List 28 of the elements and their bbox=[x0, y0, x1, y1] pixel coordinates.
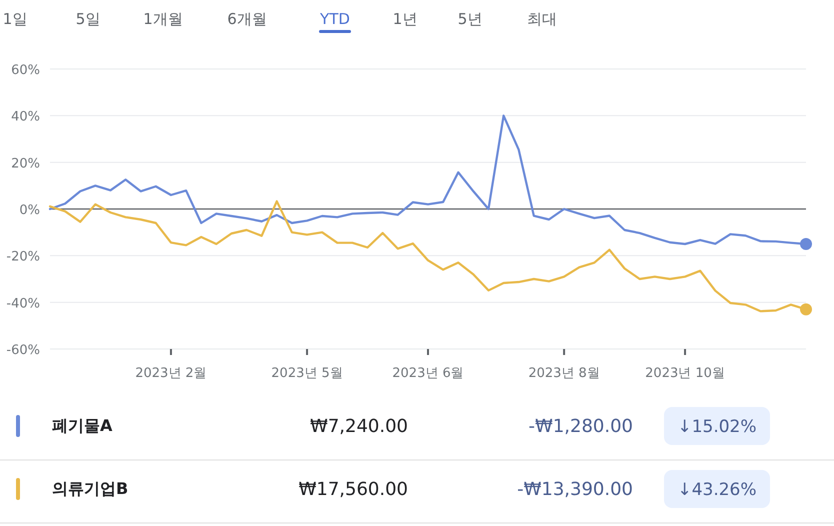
y-tick-label: -60% bbox=[6, 343, 40, 358]
x-tick-label: 2023년 6월 bbox=[392, 366, 464, 381]
text: ₩7,240.00 bbox=[310, 416, 408, 437]
y-tick-label: 20% bbox=[11, 156, 40, 172]
x-tick-label: 2023년 5월 bbox=[271, 366, 343, 381]
text: ₩17,560.00 bbox=[298, 479, 408, 500]
text: YTD bbox=[319, 10, 350, 28]
text: 5년 bbox=[458, 10, 482, 28]
x-tick-label: 2023년 2월 bbox=[135, 366, 207, 381]
text: 5일 bbox=[76, 10, 100, 28]
y-tick-label: -20% bbox=[6, 250, 40, 265]
y-tick-label: 0% bbox=[19, 203, 40, 218]
text: 1개월 bbox=[143, 10, 183, 28]
x-tick-label: 2023년 8월 bbox=[528, 366, 600, 381]
text: 1일 bbox=[2, 10, 28, 28]
legend-label: 폐기물A bbox=[52, 416, 113, 435]
x-tick-label: 2023년 10월 bbox=[645, 366, 725, 381]
text: ↓15.02% bbox=[677, 417, 757, 437]
text: 1년 bbox=[392, 10, 418, 28]
legend-label: 의류기업B bbox=[52, 479, 128, 498]
y-tick-label: -40% bbox=[6, 296, 40, 312]
y-tick-label: 60% bbox=[11, 63, 40, 78]
y-tick-label: 40% bbox=[11, 110, 40, 125]
text: 6개월 bbox=[227, 10, 267, 28]
text: -₩1,280.00 bbox=[528, 416, 633, 437]
text: 최대 bbox=[527, 10, 557, 28]
text: ↓43.26% bbox=[677, 480, 757, 500]
text: -₩13,390.00 bbox=[517, 479, 633, 500]
